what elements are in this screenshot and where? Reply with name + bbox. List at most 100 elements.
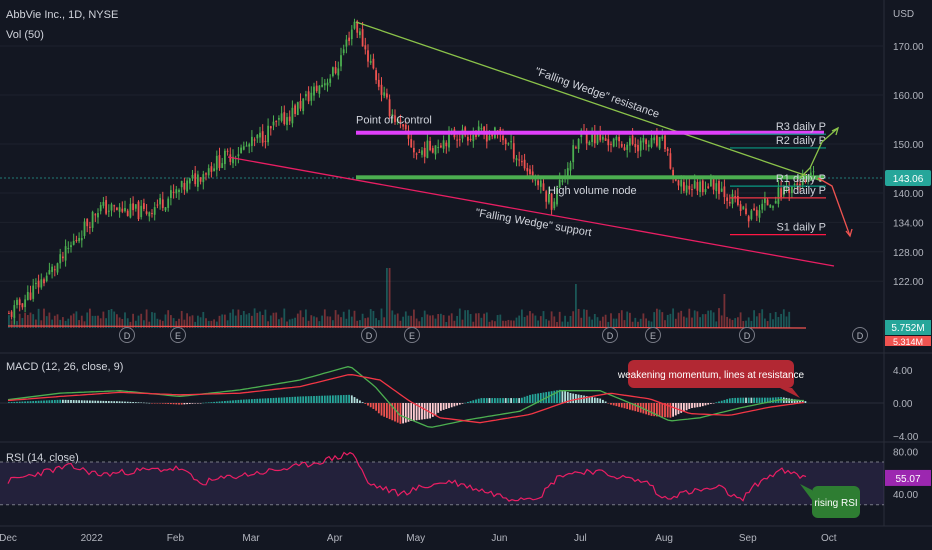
candle-body	[437, 147, 440, 149]
volume-bar	[407, 315, 410, 328]
candle-body	[64, 246, 67, 261]
volume-bar	[394, 314, 396, 328]
candle-body	[518, 159, 521, 161]
macd-histogram-bar	[602, 399, 604, 403]
macd-histogram-bar	[296, 396, 299, 403]
volume-bar	[504, 320, 507, 328]
macd-histogram-bar	[8, 402, 10, 403]
candle-body	[620, 143, 623, 147]
volume-bar	[242, 310, 245, 328]
macd-histogram-bar	[650, 403, 653, 416]
volume-bar	[612, 318, 615, 328]
macd-histogram-bar	[342, 395, 345, 403]
volume-bar	[278, 319, 280, 328]
macd-histogram-bar	[259, 398, 261, 403]
macd-histogram-bar	[693, 403, 696, 408]
macd-histogram-bar	[62, 399, 64, 403]
event-marker-ring	[645, 327, 661, 343]
candle-body	[650, 138, 653, 147]
candle-body	[267, 125, 269, 143]
macd-histogram-bar	[256, 398, 259, 403]
volume-bar	[321, 315, 323, 328]
event-marker-label: D	[857, 331, 864, 341]
volume-bar	[126, 318, 129, 328]
candle-body	[350, 29, 353, 40]
candle-body	[45, 275, 48, 281]
volume-bar	[8, 315, 10, 328]
macd-histogram-bar	[210, 402, 213, 403]
candle-body	[132, 203, 134, 211]
candle-body	[315, 85, 318, 92]
candle-body	[491, 133, 494, 137]
macd-histogram-bar	[488, 398, 491, 403]
macd-histogram-bar	[70, 399, 72, 403]
rsi-axis-label: 40.00	[893, 490, 918, 501]
volume-bar	[375, 318, 377, 328]
candle-body	[448, 130, 450, 148]
macd-histogram-bar	[191, 403, 194, 404]
candle-body	[186, 180, 188, 192]
candle-body	[693, 180, 696, 189]
event-marker-d: D	[739, 327, 755, 343]
candle-body	[742, 206, 745, 210]
volume-bar	[521, 309, 523, 328]
macd-histogram-bar	[610, 403, 612, 405]
volume-bar	[539, 316, 542, 328]
volume-bar	[72, 313, 75, 328]
volume-bar	[288, 319, 291, 328]
time-axis-label: Feb	[167, 533, 185, 544]
macd-histogram-bar	[237, 399, 240, 403]
price-axis-label: 160.00	[893, 91, 924, 102]
macd-histogram-bar	[769, 397, 772, 403]
macd-histogram-bar	[94, 400, 97, 403]
volume-bar	[251, 315, 253, 328]
macd-histogram-bar	[569, 393, 572, 403]
candle-body	[710, 178, 712, 187]
volume-bar	[742, 321, 745, 328]
macd-histogram-bar	[526, 395, 529, 403]
volume-bar	[750, 320, 753, 328]
macd-histogram-bar	[707, 403, 710, 405]
volume-bar	[10, 320, 13, 328]
macd-histogram-bar	[148, 402, 151, 404]
volume-bar	[602, 316, 604, 328]
volume-bar	[299, 310, 302, 328]
volume-bar	[80, 315, 83, 328]
candle-body	[32, 285, 35, 299]
price-axis-label: 150.00	[893, 140, 924, 151]
volume-bar	[404, 311, 407, 328]
volume-bar	[364, 318, 367, 328]
volume-bar	[629, 312, 631, 328]
macd-histogram-bar	[199, 403, 202, 404]
volume-bar	[747, 317, 750, 328]
volume-bar	[37, 308, 40, 328]
candle-body	[761, 203, 764, 210]
volume-bar	[269, 315, 272, 328]
volume-legend: Vol (50)	[6, 29, 44, 41]
candle-body	[747, 216, 750, 222]
candle-body	[380, 84, 383, 95]
candle-body	[426, 140, 429, 158]
volume-bar	[469, 314, 472, 328]
candle-body	[526, 168, 529, 172]
candle-body	[588, 141, 591, 146]
macd-histogram-bar	[13, 401, 16, 403]
macd-histogram-bar	[766, 397, 769, 403]
candle-body	[67, 247, 70, 249]
candle-body	[658, 136, 661, 149]
macd-histogram-bar	[188, 403, 191, 404]
candle-body	[523, 159, 526, 169]
macd-histogram-bar	[37, 400, 40, 403]
candle-body	[550, 193, 553, 210]
candle-body	[21, 303, 24, 308]
candle-body	[299, 101, 302, 109]
time-axis-label: Jun	[491, 533, 507, 544]
volume-bar	[213, 319, 215, 328]
macd-histogram-bar	[21, 401, 24, 403]
volume-bar	[666, 314, 669, 328]
candle-body	[599, 133, 602, 141]
macd-histogram-bar	[575, 394, 577, 403]
volume-bar	[631, 321, 634, 328]
volume-bar	[604, 314, 607, 328]
